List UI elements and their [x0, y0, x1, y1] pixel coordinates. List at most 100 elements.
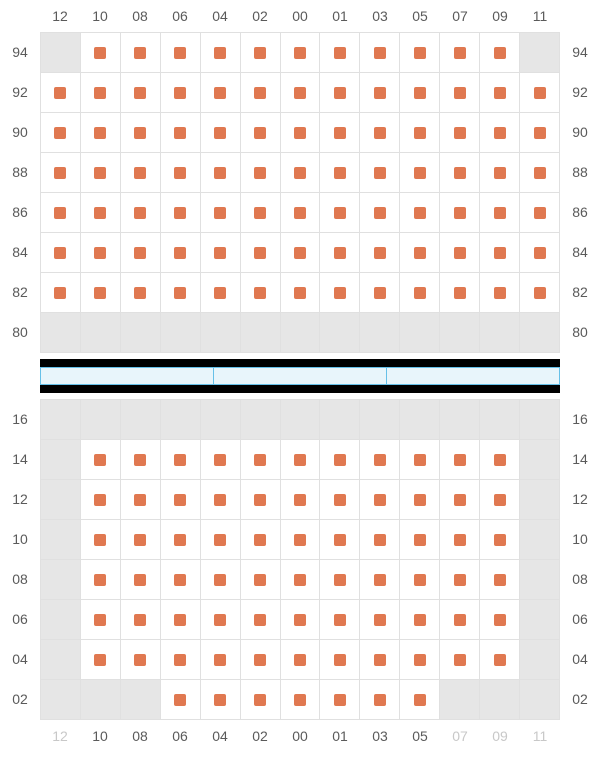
- seat-cell[interactable]: [241, 113, 281, 153]
- seat-cell[interactable]: [440, 600, 480, 640]
- seat-cell[interactable]: [440, 273, 480, 313]
- seat-cell[interactable]: [440, 193, 480, 233]
- seat-cell[interactable]: [360, 480, 400, 520]
- seat-cell[interactable]: [241, 680, 281, 720]
- seat-cell[interactable]: [201, 273, 241, 313]
- seat-cell[interactable]: [440, 520, 480, 560]
- seat-cell[interactable]: [320, 233, 360, 273]
- seat-cell[interactable]: [81, 520, 121, 560]
- seat-cell[interactable]: [360, 113, 400, 153]
- seat-cell[interactable]: [81, 33, 121, 73]
- seat-cell[interactable]: [400, 33, 440, 73]
- seat-cell[interactable]: [360, 73, 400, 113]
- seat-cell[interactable]: [281, 153, 321, 193]
- seat-cell[interactable]: [320, 33, 360, 73]
- seat-cell[interactable]: [440, 153, 480, 193]
- seat-cell[interactable]: [201, 233, 241, 273]
- seat-cell[interactable]: [201, 560, 241, 600]
- seat-cell[interactable]: [161, 153, 201, 193]
- seat-cell[interactable]: [121, 73, 161, 113]
- seat-cell[interactable]: [281, 600, 321, 640]
- seat-cell[interactable]: [360, 440, 400, 480]
- seat-cell[interactable]: [81, 640, 121, 680]
- seat-cell[interactable]: [161, 273, 201, 313]
- seat-cell[interactable]: [241, 600, 281, 640]
- seat-cell[interactable]: [520, 273, 560, 313]
- seat-cell[interactable]: [241, 33, 281, 73]
- seat-cell[interactable]: [41, 273, 81, 313]
- seat-cell[interactable]: [81, 233, 121, 273]
- seat-cell[interactable]: [161, 440, 201, 480]
- seat-cell[interactable]: [41, 73, 81, 113]
- seat-cell[interactable]: [161, 33, 201, 73]
- seat-cell[interactable]: [400, 73, 440, 113]
- seat-cell[interactable]: [201, 680, 241, 720]
- seat-cell[interactable]: [161, 113, 201, 153]
- seat-cell[interactable]: [480, 273, 520, 313]
- seat-cell[interactable]: [81, 73, 121, 113]
- seat-cell[interactable]: [360, 560, 400, 600]
- seat-cell[interactable]: [281, 73, 321, 113]
- seat-cell[interactable]: [440, 560, 480, 600]
- seat-cell[interactable]: [360, 680, 400, 720]
- seat-cell[interactable]: [81, 113, 121, 153]
- seat-cell[interactable]: [161, 680, 201, 720]
- seat-cell[interactable]: [400, 113, 440, 153]
- seat-cell[interactable]: [400, 520, 440, 560]
- seat-cell[interactable]: [201, 640, 241, 680]
- seat-cell[interactable]: [241, 480, 281, 520]
- seat-cell[interactable]: [241, 273, 281, 313]
- seat-cell[interactable]: [81, 273, 121, 313]
- seat-cell[interactable]: [400, 560, 440, 600]
- seat-cell[interactable]: [201, 113, 241, 153]
- seat-cell[interactable]: [360, 600, 400, 640]
- seat-cell[interactable]: [121, 480, 161, 520]
- seat-cell[interactable]: [121, 273, 161, 313]
- seat-cell[interactable]: [480, 113, 520, 153]
- seat-cell[interactable]: [281, 440, 321, 480]
- seat-cell[interactable]: [121, 640, 161, 680]
- seat-cell[interactable]: [241, 153, 281, 193]
- seat-cell[interactable]: [281, 273, 321, 313]
- seat-cell[interactable]: [400, 440, 440, 480]
- seat-cell[interactable]: [320, 73, 360, 113]
- seat-cell[interactable]: [480, 640, 520, 680]
- seat-cell[interactable]: [161, 480, 201, 520]
- seat-cell[interactable]: [281, 113, 321, 153]
- seat-cell[interactable]: [480, 480, 520, 520]
- seat-cell[interactable]: [121, 233, 161, 273]
- seat-cell[interactable]: [121, 520, 161, 560]
- seat-cell[interactable]: [81, 600, 121, 640]
- seat-cell[interactable]: [320, 560, 360, 600]
- seat-cell[interactable]: [121, 113, 161, 153]
- seat-cell[interactable]: [241, 193, 281, 233]
- seat-cell[interactable]: [320, 520, 360, 560]
- seat-cell[interactable]: [121, 440, 161, 480]
- seat-cell[interactable]: [281, 233, 321, 273]
- seat-cell[interactable]: [201, 153, 241, 193]
- seat-cell[interactable]: [161, 560, 201, 600]
- seat-cell[interactable]: [320, 273, 360, 313]
- seat-cell[interactable]: [241, 560, 281, 600]
- seat-cell[interactable]: [520, 153, 560, 193]
- seat-cell[interactable]: [161, 233, 201, 273]
- seat-cell[interactable]: [400, 153, 440, 193]
- seat-cell[interactable]: [440, 640, 480, 680]
- seat-cell[interactable]: [480, 33, 520, 73]
- seat-cell[interactable]: [360, 520, 400, 560]
- seat-cell[interactable]: [520, 113, 560, 153]
- seat-cell[interactable]: [480, 520, 520, 560]
- seat-cell[interactable]: [41, 193, 81, 233]
- seat-cell[interactable]: [440, 233, 480, 273]
- seat-cell[interactable]: [161, 193, 201, 233]
- seat-cell[interactable]: [400, 273, 440, 313]
- seat-cell[interactable]: [440, 33, 480, 73]
- seat-cell[interactable]: [480, 440, 520, 480]
- seat-cell[interactable]: [400, 480, 440, 520]
- seat-cell[interactable]: [281, 640, 321, 680]
- seat-cell[interactable]: [121, 153, 161, 193]
- seat-cell[interactable]: [81, 153, 121, 193]
- seat-cell[interactable]: [520, 233, 560, 273]
- seat-cell[interactable]: [121, 33, 161, 73]
- seat-cell[interactable]: [400, 600, 440, 640]
